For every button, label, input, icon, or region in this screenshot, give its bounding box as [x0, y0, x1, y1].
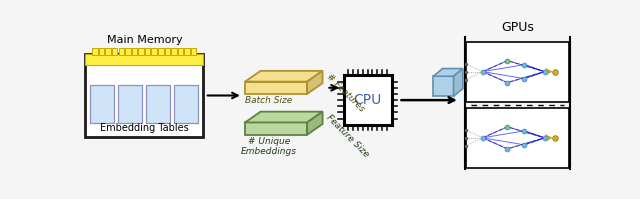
- FancyBboxPatch shape: [184, 48, 190, 56]
- Text: Embedding Tables: Embedding Tables: [100, 123, 189, 133]
- Text: Batch Size: Batch Size: [245, 96, 292, 105]
- FancyBboxPatch shape: [112, 48, 117, 56]
- Polygon shape: [245, 82, 307, 94]
- Polygon shape: [245, 122, 307, 135]
- FancyBboxPatch shape: [106, 48, 111, 56]
- FancyBboxPatch shape: [118, 85, 142, 123]
- Text: Main Memory: Main Memory: [106, 35, 182, 45]
- Polygon shape: [433, 76, 454, 96]
- FancyBboxPatch shape: [147, 85, 170, 123]
- FancyBboxPatch shape: [178, 48, 183, 56]
- FancyBboxPatch shape: [138, 48, 144, 56]
- FancyBboxPatch shape: [92, 48, 98, 56]
- Polygon shape: [454, 68, 463, 96]
- FancyBboxPatch shape: [145, 48, 150, 56]
- Polygon shape: [307, 112, 323, 135]
- FancyBboxPatch shape: [85, 54, 204, 137]
- Polygon shape: [433, 68, 463, 76]
- Text: CPU: CPU: [353, 93, 381, 107]
- FancyBboxPatch shape: [158, 48, 163, 56]
- Polygon shape: [307, 71, 323, 94]
- Polygon shape: [245, 71, 323, 82]
- FancyBboxPatch shape: [164, 48, 170, 56]
- FancyBboxPatch shape: [344, 75, 392, 125]
- FancyBboxPatch shape: [466, 42, 569, 102]
- Text: # Unique
Embeddings: # Unique Embeddings: [241, 137, 296, 156]
- FancyBboxPatch shape: [118, 48, 124, 56]
- FancyBboxPatch shape: [152, 48, 157, 56]
- Text: GPUs: GPUs: [501, 21, 534, 34]
- FancyBboxPatch shape: [172, 48, 177, 56]
- Polygon shape: [245, 112, 323, 122]
- FancyBboxPatch shape: [174, 85, 198, 123]
- FancyBboxPatch shape: [90, 85, 115, 123]
- Text: # Features: # Features: [324, 72, 365, 114]
- FancyBboxPatch shape: [466, 108, 569, 168]
- Text: Feature Size: Feature Size: [324, 113, 370, 159]
- FancyBboxPatch shape: [125, 48, 131, 56]
- FancyBboxPatch shape: [99, 48, 104, 56]
- FancyBboxPatch shape: [132, 48, 137, 56]
- FancyBboxPatch shape: [191, 48, 196, 56]
- FancyBboxPatch shape: [85, 54, 204, 65]
